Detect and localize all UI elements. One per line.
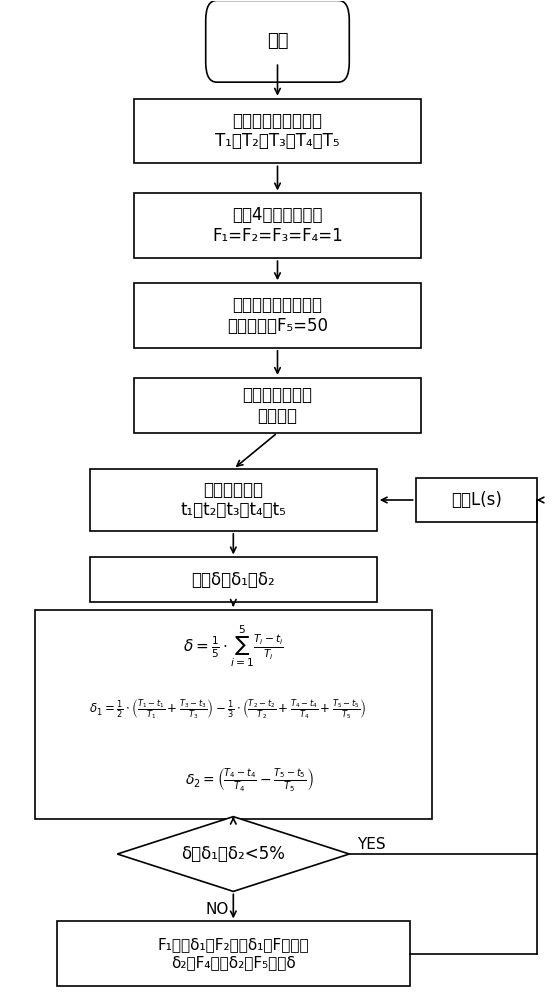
Text: YES: YES	[357, 837, 386, 852]
Polygon shape	[117, 817, 349, 891]
Bar	[416, 478, 537, 522]
Text: $\delta_1 = \frac{1}{2} \cdot \left(\frac{T_1 - t_1}{T_1} + \frac{T_3 - t_3}{T_3: $\delta_1 = \frac{1}{2} \cdot \left(\fra…	[89, 697, 366, 722]
Text: 全开4个调节阀，即
F₁=F₂=F₃=F₄=1: 全开4个调节阀，即 F₁=F₂=F₃=F₄=1	[212, 206, 343, 245]
Text: 启动额定工况的变频
海水泵，即F₅=50: 启动额定工况的变频 海水泵，即F₅=50	[227, 296, 328, 335]
Text: $\delta = \frac{1}{5} \cdot \sum_{i=1}^{5} \frac{T_i - t_i}{T_i}$: $\delta = \frac{1}{5} \cdot \sum_{i=1}^{…	[183, 624, 284, 669]
Text: 设定各点温度控制值
T₁、T₂、T₃、T₄、T₅: 设定各点温度控制值 T₁、T₂、T₃、T₄、T₅	[215, 112, 340, 150]
FancyBboxPatch shape	[206, 0, 349, 82]
Text: 开始: 开始	[267, 32, 288, 50]
Bar	[134, 193, 421, 258]
Text: NO: NO	[205, 902, 229, 917]
Text: $\delta_2 = \left(\frac{T_4 - t_4}{T_4} - \frac{T_5 - t_5}{T_5}\right)$: $\delta_2 = \left(\frac{T_4 - t_4}{T_4} …	[185, 766, 314, 793]
Text: 测量各点温度
t₁、t₂、t₃、t₄、t₅: 测量各点温度 t₁、t₂、t₃、t₄、t₅	[180, 481, 286, 519]
Text: 延时L(s): 延时L(s)	[451, 491, 502, 509]
Bar	[34, 610, 432, 819]
Bar	[90, 557, 377, 602]
Text: 计算δ、δ₁、δ₂: 计算δ、δ₁、δ₂	[191, 571, 275, 589]
Bar	[134, 378, 421, 433]
Bar	[134, 283, 421, 348]
Bar	[134, 99, 421, 163]
Text: δ、δ₁、δ₂<5%: δ、δ₁、δ₂<5%	[181, 845, 285, 863]
Text: F₁调小δ₁、F₂调大δ₁、Fゃ调小
δ₂、F₄调大δ₂、F₅调小δ: F₁调小δ₁、F₂调大δ₁、Fゃ调小 δ₂、F₄调大δ₂、F₅调小δ	[158, 938, 309, 970]
Text: 启动中冷水泵、
冷却水泵: 启动中冷水泵、 冷却水泵	[243, 386, 312, 425]
Bar	[90, 469, 377, 531]
Bar	[57, 921, 410, 986]
